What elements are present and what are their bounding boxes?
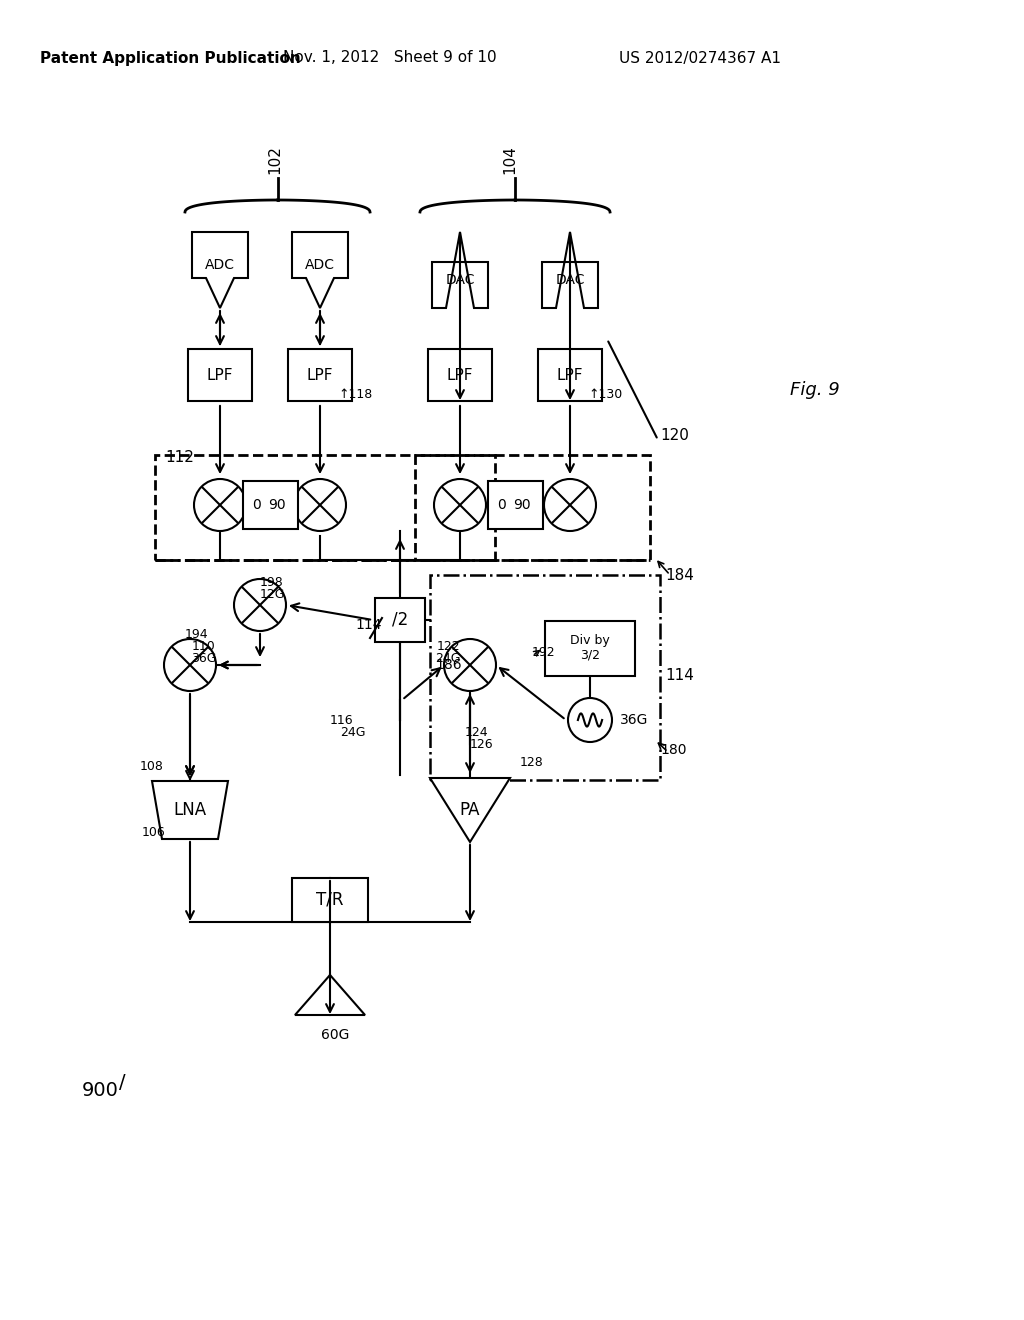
Text: 186: 186 xyxy=(435,657,462,672)
Text: 180: 180 xyxy=(660,743,686,756)
Text: 108: 108 xyxy=(140,759,164,772)
Circle shape xyxy=(234,579,286,631)
Bar xyxy=(545,620,635,676)
Text: LPF: LPF xyxy=(557,367,584,383)
Text: 126: 126 xyxy=(470,738,494,751)
Text: ADC: ADC xyxy=(205,257,234,272)
Text: LNA: LNA xyxy=(173,801,207,818)
Text: 106: 106 xyxy=(142,825,166,838)
Polygon shape xyxy=(292,232,348,308)
Polygon shape xyxy=(152,781,228,840)
Circle shape xyxy=(568,698,612,742)
Text: 60G: 60G xyxy=(321,1028,349,1041)
Text: 104: 104 xyxy=(503,145,517,174)
Text: Div by
3/2: Div by 3/2 xyxy=(570,634,610,663)
Text: 112: 112 xyxy=(165,450,194,466)
Text: 0: 0 xyxy=(497,498,506,512)
Circle shape xyxy=(294,479,346,531)
Text: US 2012/0274367 A1: US 2012/0274367 A1 xyxy=(618,50,781,66)
Circle shape xyxy=(544,479,596,531)
Text: 194: 194 xyxy=(184,628,208,642)
Bar xyxy=(415,455,650,560)
Text: 184: 184 xyxy=(665,568,694,582)
Bar xyxy=(428,348,492,401)
Polygon shape xyxy=(542,232,598,308)
Text: 128: 128 xyxy=(520,756,544,770)
Text: 198: 198 xyxy=(260,577,284,590)
Polygon shape xyxy=(193,232,248,308)
Bar xyxy=(188,348,252,401)
Text: DAC: DAC xyxy=(445,273,475,286)
Bar xyxy=(292,878,368,921)
Text: DAC: DAC xyxy=(555,273,585,286)
Circle shape xyxy=(444,639,496,690)
Text: 12G: 12G xyxy=(259,589,285,602)
Text: 124: 124 xyxy=(465,726,488,738)
Text: /2: /2 xyxy=(392,611,409,630)
Text: /: / xyxy=(119,1073,125,1093)
Text: LPF: LPF xyxy=(307,367,333,383)
Text: 102: 102 xyxy=(267,145,283,174)
Bar xyxy=(538,348,602,401)
Bar xyxy=(487,480,543,529)
Text: Fig. 9: Fig. 9 xyxy=(790,381,840,399)
Bar xyxy=(155,455,495,560)
Polygon shape xyxy=(295,975,365,1015)
Circle shape xyxy=(434,479,486,531)
Circle shape xyxy=(164,639,216,690)
Text: 0: 0 xyxy=(252,498,261,512)
Text: 90: 90 xyxy=(513,498,530,512)
Text: PA: PA xyxy=(460,801,480,818)
Text: 110: 110 xyxy=(193,640,216,653)
Text: 116: 116 xyxy=(330,714,353,726)
Polygon shape xyxy=(432,232,488,308)
Text: 192: 192 xyxy=(532,647,556,660)
Bar xyxy=(375,598,425,642)
Text: ADC: ADC xyxy=(305,257,335,272)
Text: 24G: 24G xyxy=(340,726,366,738)
Circle shape xyxy=(194,479,246,531)
Polygon shape xyxy=(430,777,510,842)
Text: LPF: LPF xyxy=(446,367,473,383)
Text: 120: 120 xyxy=(660,428,689,442)
Text: 900: 900 xyxy=(82,1081,119,1100)
Text: Nov. 1, 2012   Sheet 9 of 10: Nov. 1, 2012 Sheet 9 of 10 xyxy=(284,50,497,66)
Bar xyxy=(288,348,352,401)
Bar xyxy=(430,576,660,780)
Text: LPF: LPF xyxy=(207,367,233,383)
Text: 114: 114 xyxy=(665,668,694,682)
Text: 36G: 36G xyxy=(620,713,648,727)
Text: ↑130: ↑130 xyxy=(588,388,623,401)
Text: 24G: 24G xyxy=(435,652,461,665)
Text: 36G: 36G xyxy=(191,652,217,665)
Text: 114: 114 xyxy=(355,618,382,632)
Text: 90: 90 xyxy=(268,498,286,512)
Text: T/R: T/R xyxy=(316,891,344,909)
Text: 122: 122 xyxy=(436,640,460,653)
Bar xyxy=(243,480,298,529)
Text: ↑118: ↑118 xyxy=(338,388,373,401)
Text: Patent Application Publication: Patent Application Publication xyxy=(40,50,300,66)
